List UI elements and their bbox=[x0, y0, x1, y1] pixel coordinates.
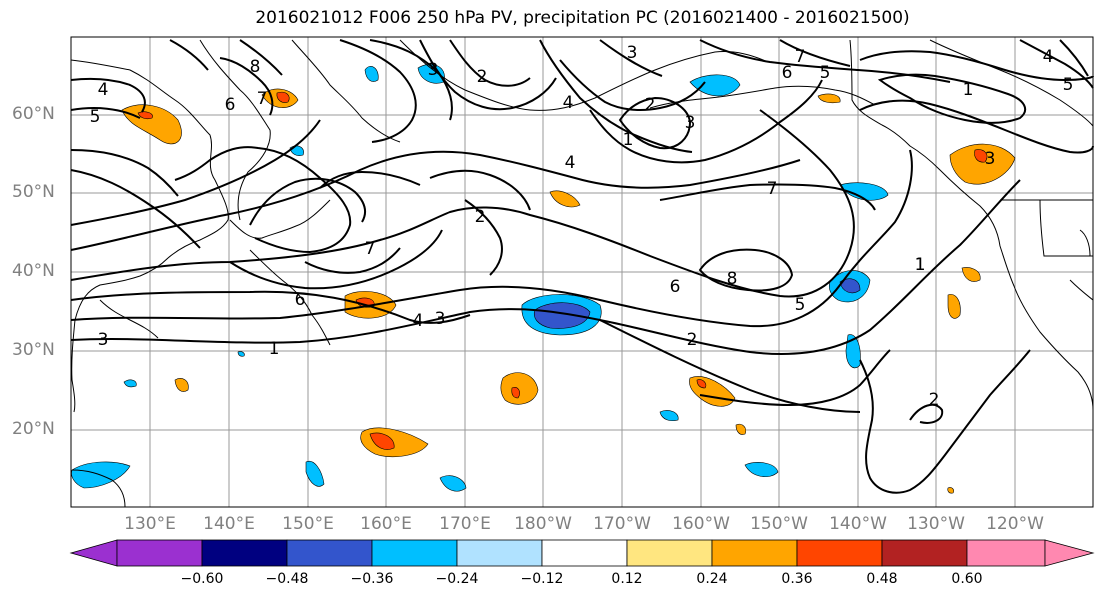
contour-label: 1 bbox=[623, 130, 634, 150]
contour-label: 3 bbox=[428, 60, 439, 80]
lon-label: 140°W bbox=[829, 514, 887, 534]
contour-label: 6 bbox=[295, 290, 306, 310]
colorbar-segment bbox=[286, 539, 373, 567]
lat-label: 50°N bbox=[12, 182, 55, 202]
colorbar-tick-label: −0.24 bbox=[435, 571, 479, 587]
contour-label: 1 bbox=[915, 255, 926, 275]
lon-label: 170°E bbox=[439, 514, 491, 534]
contour-label: 3 bbox=[627, 43, 638, 63]
colorbar-extend-low bbox=[69, 539, 118, 567]
contour-label: 2 bbox=[475, 207, 486, 227]
contour-label: 2 bbox=[929, 390, 940, 410]
colorbar-tick-label: 0.12 bbox=[611, 571, 643, 587]
contour-label: 6 bbox=[782, 63, 793, 83]
colorbar-segment bbox=[881, 539, 968, 567]
lon-label: 130°E bbox=[124, 514, 176, 534]
contour-label: 2 bbox=[477, 67, 488, 87]
colorbar-segment bbox=[541, 539, 628, 567]
lon-label: 170°W bbox=[593, 514, 651, 534]
coastlines bbox=[70, 39, 1094, 508]
colorbar-extend-high bbox=[1044, 539, 1095, 567]
contour-label: 2 bbox=[687, 330, 698, 350]
colorbar-tick-label: −0.36 bbox=[350, 571, 394, 587]
contour-label: 1 bbox=[915, 255, 926, 275]
contour-label: 6 bbox=[670, 277, 681, 297]
lon-label: 160°W bbox=[672, 514, 730, 534]
contour-label: 4 bbox=[98, 80, 109, 100]
lat-label: 60°N bbox=[12, 104, 55, 124]
contour-label: 3 bbox=[685, 113, 696, 133]
colorbar-tick-label: −0.12 bbox=[520, 571, 564, 587]
contour-label: 4 bbox=[1043, 47, 1054, 67]
contour-label: 3 bbox=[98, 330, 109, 350]
contour-label: 4 bbox=[413, 311, 424, 331]
lat-label: 40°N bbox=[12, 261, 55, 281]
map-title: 2016021012 F006 250 hPa PV, precipitatio… bbox=[255, 8, 910, 28]
colorbar-segment bbox=[626, 539, 713, 567]
colorbar-tick-label: 0.36 bbox=[781, 571, 813, 587]
contour-label: 1 bbox=[963, 80, 974, 100]
contour-label: 7 bbox=[365, 239, 376, 259]
colorbar-tick-label: 0.60 bbox=[951, 571, 983, 587]
contour-label: 7 bbox=[767, 179, 778, 199]
contour-label: 4 bbox=[563, 93, 574, 113]
colorbar-tick-label: −0.48 bbox=[265, 571, 309, 587]
lon-label: 140°E bbox=[203, 514, 255, 534]
precip-fill bbox=[71, 64, 1016, 494]
colorbar-tick-label: 0.24 bbox=[696, 571, 728, 587]
colorbar-segment bbox=[796, 539, 883, 567]
colorbar-segment bbox=[201, 539, 288, 567]
lat-label: 20°N bbox=[12, 419, 55, 439]
contour-label: 7 bbox=[257, 89, 268, 109]
contour-label: 3 bbox=[435, 309, 446, 329]
contour-label: 5 bbox=[1063, 75, 1074, 95]
colorbar-segment bbox=[966, 539, 1046, 567]
contour-label: 5 bbox=[795, 295, 806, 315]
lon-label: 180°W bbox=[514, 514, 572, 534]
colorbar-segment bbox=[371, 539, 458, 567]
contour-label: 7 bbox=[795, 47, 806, 67]
colorbar-tick-label: −0.60 bbox=[180, 571, 224, 587]
contour-label: 5 bbox=[820, 63, 831, 83]
contour-label: 8 bbox=[250, 57, 261, 77]
map-frame bbox=[70, 36, 1094, 508]
contour-label: 4 bbox=[565, 153, 576, 173]
lon-label: 150°W bbox=[750, 514, 808, 534]
colorbar-segment bbox=[456, 539, 543, 567]
contour-label: 5 bbox=[90, 107, 101, 127]
contour-labels: 4 5 6 7 8 2 3 3 7 6 5 4 1 5 4 1 3 2 4 3 … bbox=[90, 43, 1074, 410]
lon-label: 120°W bbox=[986, 514, 1044, 534]
contour-label: 3 bbox=[985, 149, 996, 169]
lon-label: 150°E bbox=[282, 514, 334, 534]
contour-label: 1 bbox=[269, 339, 280, 359]
lon-label: 130°W bbox=[907, 514, 965, 534]
colorbar-segment bbox=[711, 539, 798, 567]
colorbar-tick-label: 0.48 bbox=[866, 571, 898, 587]
lon-label: 160°E bbox=[360, 514, 412, 534]
contour-label: 8 bbox=[727, 269, 738, 289]
pv-contours bbox=[70, 39, 1094, 494]
colorbar-segment bbox=[116, 539, 203, 567]
contour-label: 2 bbox=[645, 95, 656, 115]
contour-label: 6 bbox=[225, 95, 236, 115]
colorbar bbox=[69, 539, 1095, 567]
lat-label: 30°N bbox=[12, 340, 55, 360]
